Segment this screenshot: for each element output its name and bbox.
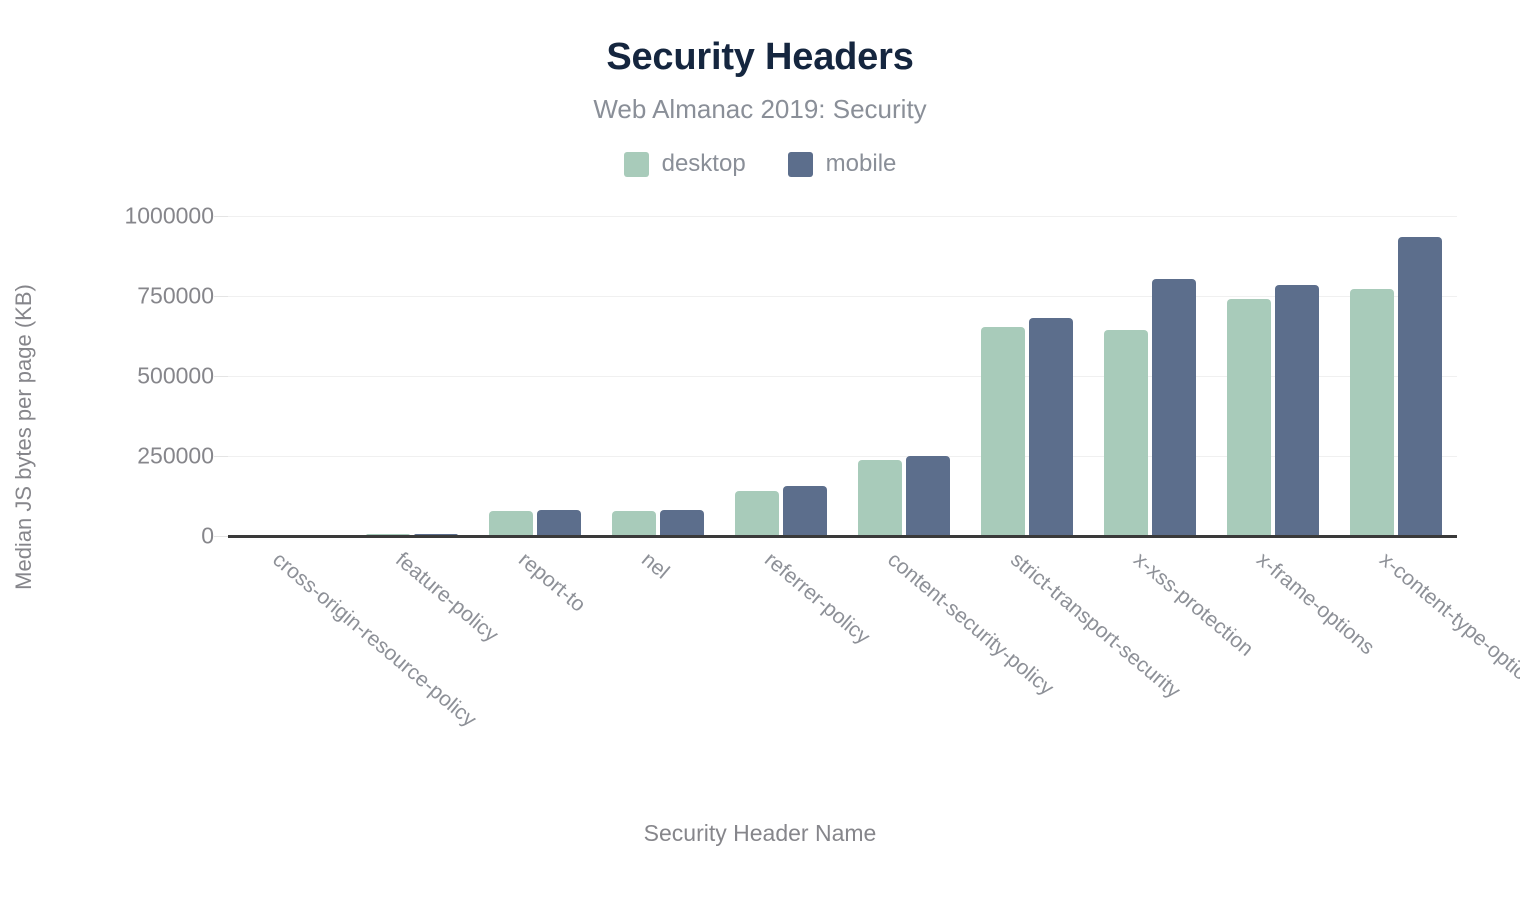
bar-mobile[interactable] [414,533,459,536]
bar-desktop[interactable] [1349,288,1394,536]
bar-group [351,216,474,536]
y-axis-tick-label: 500000 [137,362,214,389]
bar-mobile[interactable] [1028,318,1073,536]
bar-group [597,216,720,536]
y-axis-tick-label: 1000000 [124,202,214,229]
bar-group [1211,216,1334,536]
bar-mobile[interactable] [783,485,828,536]
legend-swatch-mobile [787,151,813,177]
gridline [228,296,1457,297]
gridline [228,456,1457,457]
x-axis-tick-label: referrer-policy [760,548,875,649]
bar-group [474,216,597,536]
bar-desktop[interactable] [735,491,780,536]
bar-group [965,216,1088,536]
y-axis-tick-mark [214,216,228,217]
x-axis-tick-label: x-content-type-options [1374,548,1520,700]
bar-desktop[interactable] [857,460,902,536]
y-axis-tick-label: 750000 [137,282,214,309]
bar-group [1088,216,1211,536]
bar-mobile[interactable] [1274,285,1319,536]
bar-mobile[interactable] [660,509,705,536]
bar-group [843,216,966,536]
x-axis-tick-label: report-to [514,548,591,617]
x-axis-baseline [228,535,1457,538]
y-axis-tick-mark [214,296,228,297]
y-axis-tick-label: 250000 [137,442,214,469]
gridline [228,376,1457,377]
bar-desktop[interactable] [980,327,1025,536]
bar-desktop[interactable] [1103,329,1148,536]
chart-legend: desktop mobile [0,150,1520,178]
gridline [228,216,1457,217]
x-axis-title: Security Header Name [643,820,877,846]
bar-group [720,216,843,536]
bar-mobile[interactable] [1151,279,1196,536]
legend-label-mobile: mobile [825,150,897,177]
bar-mobile[interactable] [905,456,950,536]
legend-item-desktop[interactable]: desktop [623,150,746,178]
y-axis-title: Median JS bytes per page (KB) [11,284,36,590]
legend-item-mobile[interactable]: mobile [787,150,897,178]
x-axis-tick-label: feature-policy [391,548,503,647]
chart-title: Security Headers [606,36,914,78]
bar-group [228,216,351,536]
x-axis-tick-label: cross-origin-resource-policy [268,548,482,732]
legend-label-desktop: desktop [661,150,746,177]
y-axis-tick-label: 0 [201,522,214,549]
x-axis-tick-label: x-xss-protection [1128,548,1258,661]
chart-subtitle: Web Almanac 2019: Security [593,94,927,124]
bar-mobile[interactable] [1397,237,1442,536]
plot-area [228,216,1457,536]
legend-swatch-desktop [623,151,649,177]
y-axis-tick-mark [214,456,228,457]
bar-desktop[interactable] [1226,298,1271,536]
bar-desktop[interactable] [489,511,534,536]
x-axis-tick-label: x-frame-options [1251,548,1379,660]
y-axis-tick-mark [214,536,228,537]
bar-desktop[interactable] [612,511,657,536]
bar-mobile[interactable] [537,510,582,536]
y-axis-tick-mark [214,376,228,377]
x-axis-tick-label: nel [637,548,674,584]
bar-group [1334,216,1457,536]
